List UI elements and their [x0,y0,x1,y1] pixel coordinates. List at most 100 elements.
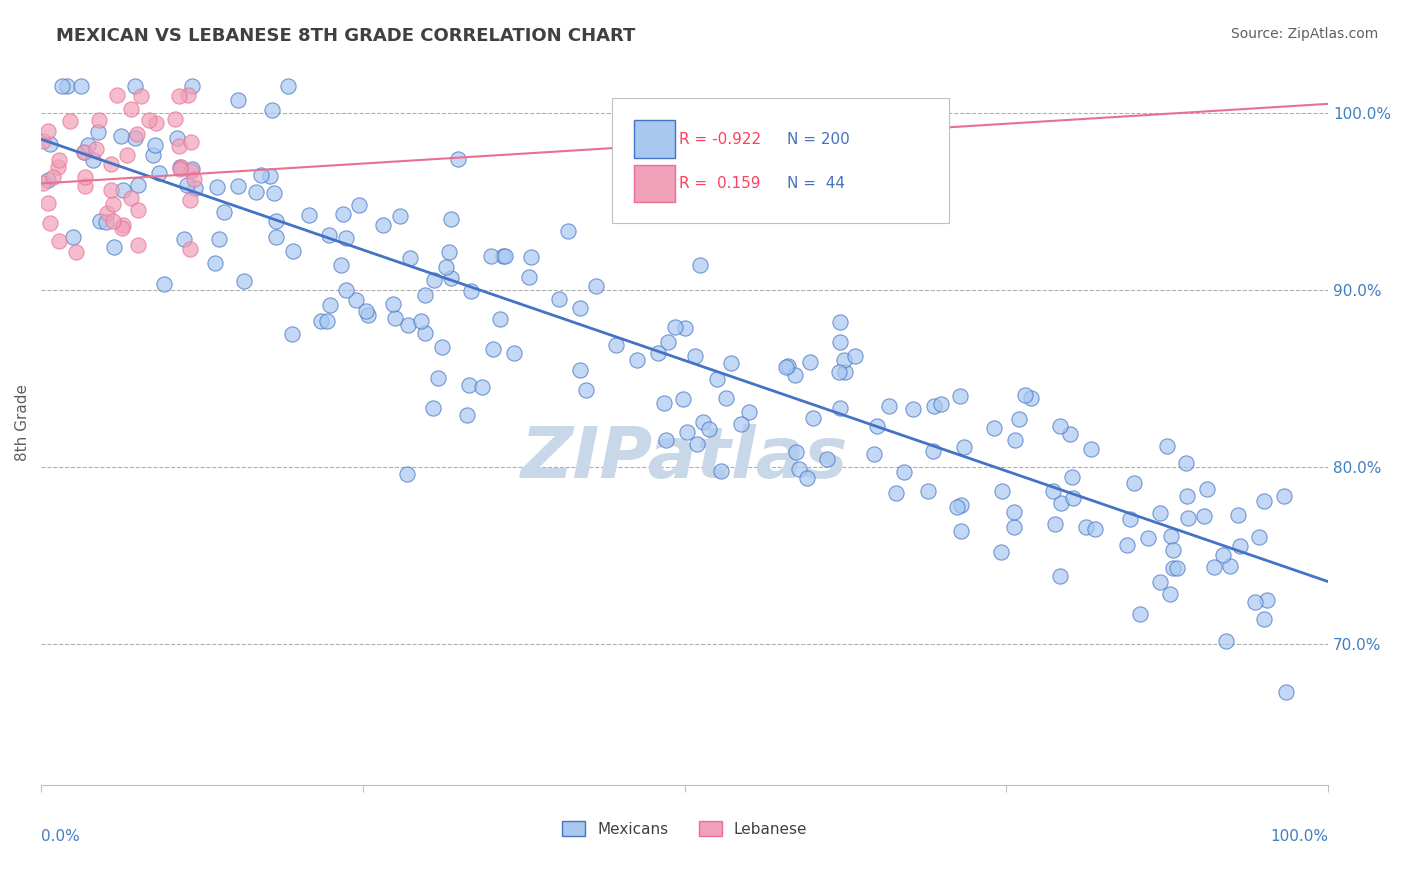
Point [205,180,228,194]
Point [738,405,761,419]
Point [568,363,591,377]
Point [689,258,711,272]
Point [547,292,569,306]
Point [318,298,340,312]
Point [585,278,607,293]
Point [884,485,907,500]
Text: N = 200: N = 200 [787,132,851,146]
Point [664,320,686,334]
Point [1197,482,1219,496]
Point [815,451,838,466]
Point [384,310,406,325]
Point [143,138,166,153]
Point [796,471,818,485]
Point [111,218,134,232]
Point [356,304,378,318]
Text: R =  0.159: R = 0.159 [679,177,761,191]
Point [356,308,378,322]
Point [437,244,460,259]
Point [922,399,945,413]
Point [183,172,205,186]
Text: N =  44: N = 44 [787,177,845,191]
Point [832,353,855,368]
Text: R = -0.922: R = -0.922 [679,132,761,146]
Point [1136,531,1159,545]
Point [1021,392,1043,406]
Point [423,272,446,286]
Point [1084,523,1107,537]
Point [945,500,967,515]
Point [921,443,943,458]
Point [262,103,284,117]
Text: Source: ZipAtlas.com: Source: ZipAtlas.com [1230,27,1378,41]
Point [494,249,516,263]
Point [87,125,110,139]
Point [517,269,540,284]
Point [901,401,924,416]
Point [309,314,332,328]
Point [226,93,249,107]
Point [103,197,125,211]
Point [1219,559,1241,574]
Point [226,179,249,194]
Point [1002,520,1025,534]
Point [181,161,204,176]
Point [1060,470,1083,484]
Point [169,161,191,176]
Point [181,79,204,94]
Point [204,256,226,270]
Point [990,545,1012,559]
Point [266,214,288,228]
Point [1129,607,1152,622]
Point [373,219,395,233]
Point [830,334,852,349]
Point [778,359,800,373]
Y-axis label: 8th Grade: 8th Grade [15,384,30,461]
Point [929,397,952,411]
Point [409,314,432,328]
Point [605,338,627,352]
Point [1226,508,1249,523]
Point [111,220,134,235]
Point [37,124,59,138]
Point [396,318,419,332]
Point [73,145,96,159]
Point [82,153,104,167]
Point [457,377,479,392]
Point [434,260,457,274]
Point [1115,538,1137,552]
Point [949,389,972,403]
Point [1175,489,1198,503]
Point [1080,442,1102,457]
Point [652,395,675,409]
Point [983,420,1005,434]
Point [520,251,543,265]
Point [115,148,138,162]
Point [165,112,187,127]
Legend: Mexicans, Lebanese: Mexicans, Lebanese [555,814,814,843]
Point [84,142,107,156]
Point [87,112,110,127]
Point [1149,507,1171,521]
Point [730,417,752,431]
Point [1043,516,1066,531]
Point [1049,419,1071,434]
Point [1002,505,1025,519]
Point [1119,512,1142,526]
Point [828,315,851,329]
Point [1166,560,1188,574]
Point [398,251,420,265]
Point [801,411,824,425]
Point [94,215,117,229]
Point [828,401,851,416]
Point [131,88,153,103]
Point [692,415,714,429]
Point [1202,559,1225,574]
Point [179,242,201,256]
Point [120,102,142,116]
Point [447,152,470,166]
Point [471,379,494,393]
Point [110,129,132,144]
Point [51,79,73,94]
Point [893,466,915,480]
